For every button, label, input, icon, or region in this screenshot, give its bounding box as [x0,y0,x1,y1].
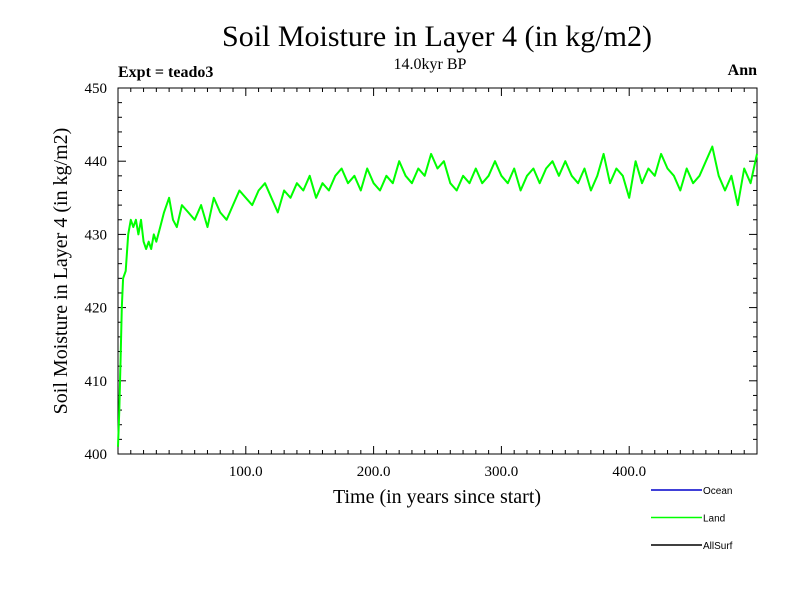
legend-label-allsurf: AllSurf [703,541,733,552]
series-line-land [117,145,758,447]
legend-label-ocean: Ocean [703,486,732,497]
x-tick-label: 100.0 [229,464,263,480]
x-tick-label: 200.0 [357,464,391,480]
y-axis-label: Soil Moisture in Layer 4 (in kg/m2) [50,128,72,415]
legend-label-land: Land [703,514,725,525]
y-tick-label: 450 [85,81,108,97]
series-lines [117,145,758,447]
chart-subtitle: 14.0kyr BP [394,56,467,73]
x-tick-label: 400.0 [612,464,646,480]
x-tick-label: 300.0 [485,464,519,480]
experiment-label: Expt = teado3 [118,64,213,81]
x-tick-labels: 100.0 200.0 300.0 400.0 [229,464,646,480]
y-tick-label: 440 [85,154,108,170]
major-ticks [118,87,757,455]
y-tick-labels: 400 410 420 430 440 450 [85,81,108,463]
season-label: Ann [728,62,757,79]
y-tick-label: 400 [85,447,108,463]
y-tick-label: 420 [85,301,108,317]
y-tick-label: 410 [85,374,108,390]
legend: Ocean Land AllSurf [651,486,733,552]
x-axis-label: Time (in years since start) [333,486,541,508]
chart-title: Soil Moisture in Layer 4 (in kg/m2) [222,20,652,53]
y-tick-label: 430 [85,227,108,243]
minor-ticks [118,88,757,454]
plot-frame [117,87,758,455]
